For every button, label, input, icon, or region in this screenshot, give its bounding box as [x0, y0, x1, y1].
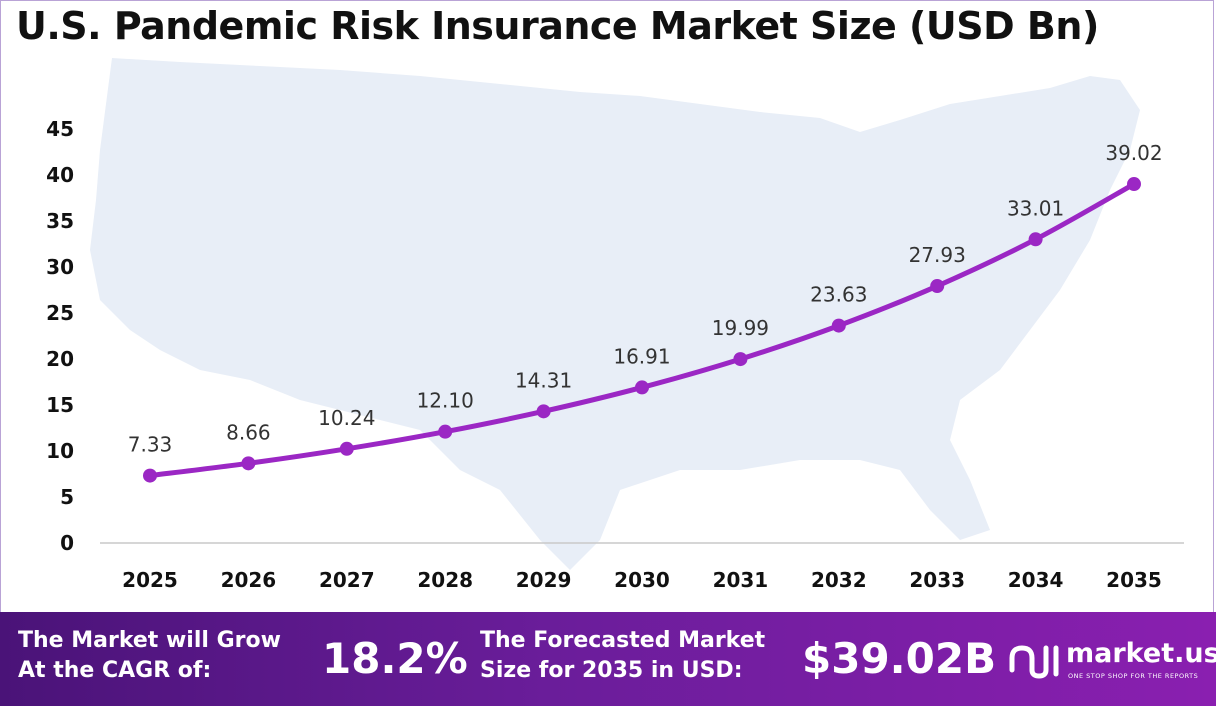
y-tick-label: 45 — [46, 117, 74, 141]
data-point — [339, 441, 354, 456]
logo-name: market.us — [1066, 638, 1216, 669]
data-point — [1127, 177, 1141, 192]
data-label: 19.99 — [712, 316, 769, 340]
data-label: 39.02 — [1105, 141, 1162, 165]
x-tick-label: 2031 — [713, 568, 769, 592]
y-tick-label: 40 — [46, 163, 74, 187]
x-tick-label: 2032 — [811, 568, 867, 592]
cagr-label: The Market will Grow At the CAGR of: — [18, 628, 281, 683]
y-tick-label: 10 — [46, 439, 74, 463]
series-line — [147, 181, 1137, 479]
y-tick-label: 35 — [46, 209, 74, 233]
x-tick-label: 2025 — [122, 568, 178, 592]
y-tick-label: 30 — [46, 255, 74, 279]
y-tick-label: 0 — [60, 531, 74, 555]
data-label: 12.10 — [417, 389, 474, 413]
data-point — [438, 424, 453, 439]
y-tick-label: 20 — [46, 347, 74, 371]
x-tick-label: 2028 — [417, 568, 473, 592]
us-map-background — [90, 58, 1140, 570]
data-label: 8.66 — [226, 420, 271, 444]
data-label: 10.24 — [318, 406, 375, 430]
data-point — [733, 352, 748, 367]
x-tick-label: 2026 — [221, 568, 277, 592]
y-tick-label: 25 — [46, 301, 74, 325]
data-point — [831, 318, 846, 333]
data-label: 23.63 — [810, 283, 867, 307]
forecast-label: The Forecasted Market Size for 2035 in U… — [480, 628, 766, 683]
data-point — [536, 404, 551, 419]
summary-footer: The Market will Grow At the CAGR of: 18.… — [0, 612, 1216, 706]
cagr-value: 18.2% — [322, 634, 468, 683]
logo-tagline: ONE STOP SHOP FOR THE REPORTS — [1068, 672, 1199, 680]
data-point — [635, 380, 649, 395]
data-label: 16.91 — [613, 344, 670, 368]
data-point — [1028, 232, 1043, 247]
data-label: 7.33 — [128, 433, 173, 457]
data-point — [241, 456, 256, 471]
data-point — [143, 468, 157, 483]
y-tick-label: 5 — [60, 485, 74, 509]
x-tick-label: 2034 — [1008, 568, 1064, 592]
data-label: 14.31 — [515, 368, 572, 392]
x-tick-label: 2027 — [319, 568, 375, 592]
x-tick-label: 2035 — [1106, 568, 1162, 592]
x-tick-label: 2029 — [516, 568, 572, 592]
market-us-logo-icon — [1009, 645, 1059, 679]
y-tick-label: 15 — [46, 393, 74, 417]
data-point — [930, 279, 945, 294]
forecast-value: $39.02B — [802, 634, 997, 683]
chart-title: U.S. Pandemic Risk Insurance Market Size… — [16, 4, 1099, 48]
data-label: 33.01 — [1007, 196, 1064, 220]
x-tick-label: 2033 — [909, 568, 965, 592]
market-us-logo: market.us ONE STOP SHOP FOR THE REPORTS — [1006, 636, 1216, 686]
x-tick-label: 2030 — [614, 568, 670, 592]
data-label: 27.93 — [909, 243, 966, 267]
